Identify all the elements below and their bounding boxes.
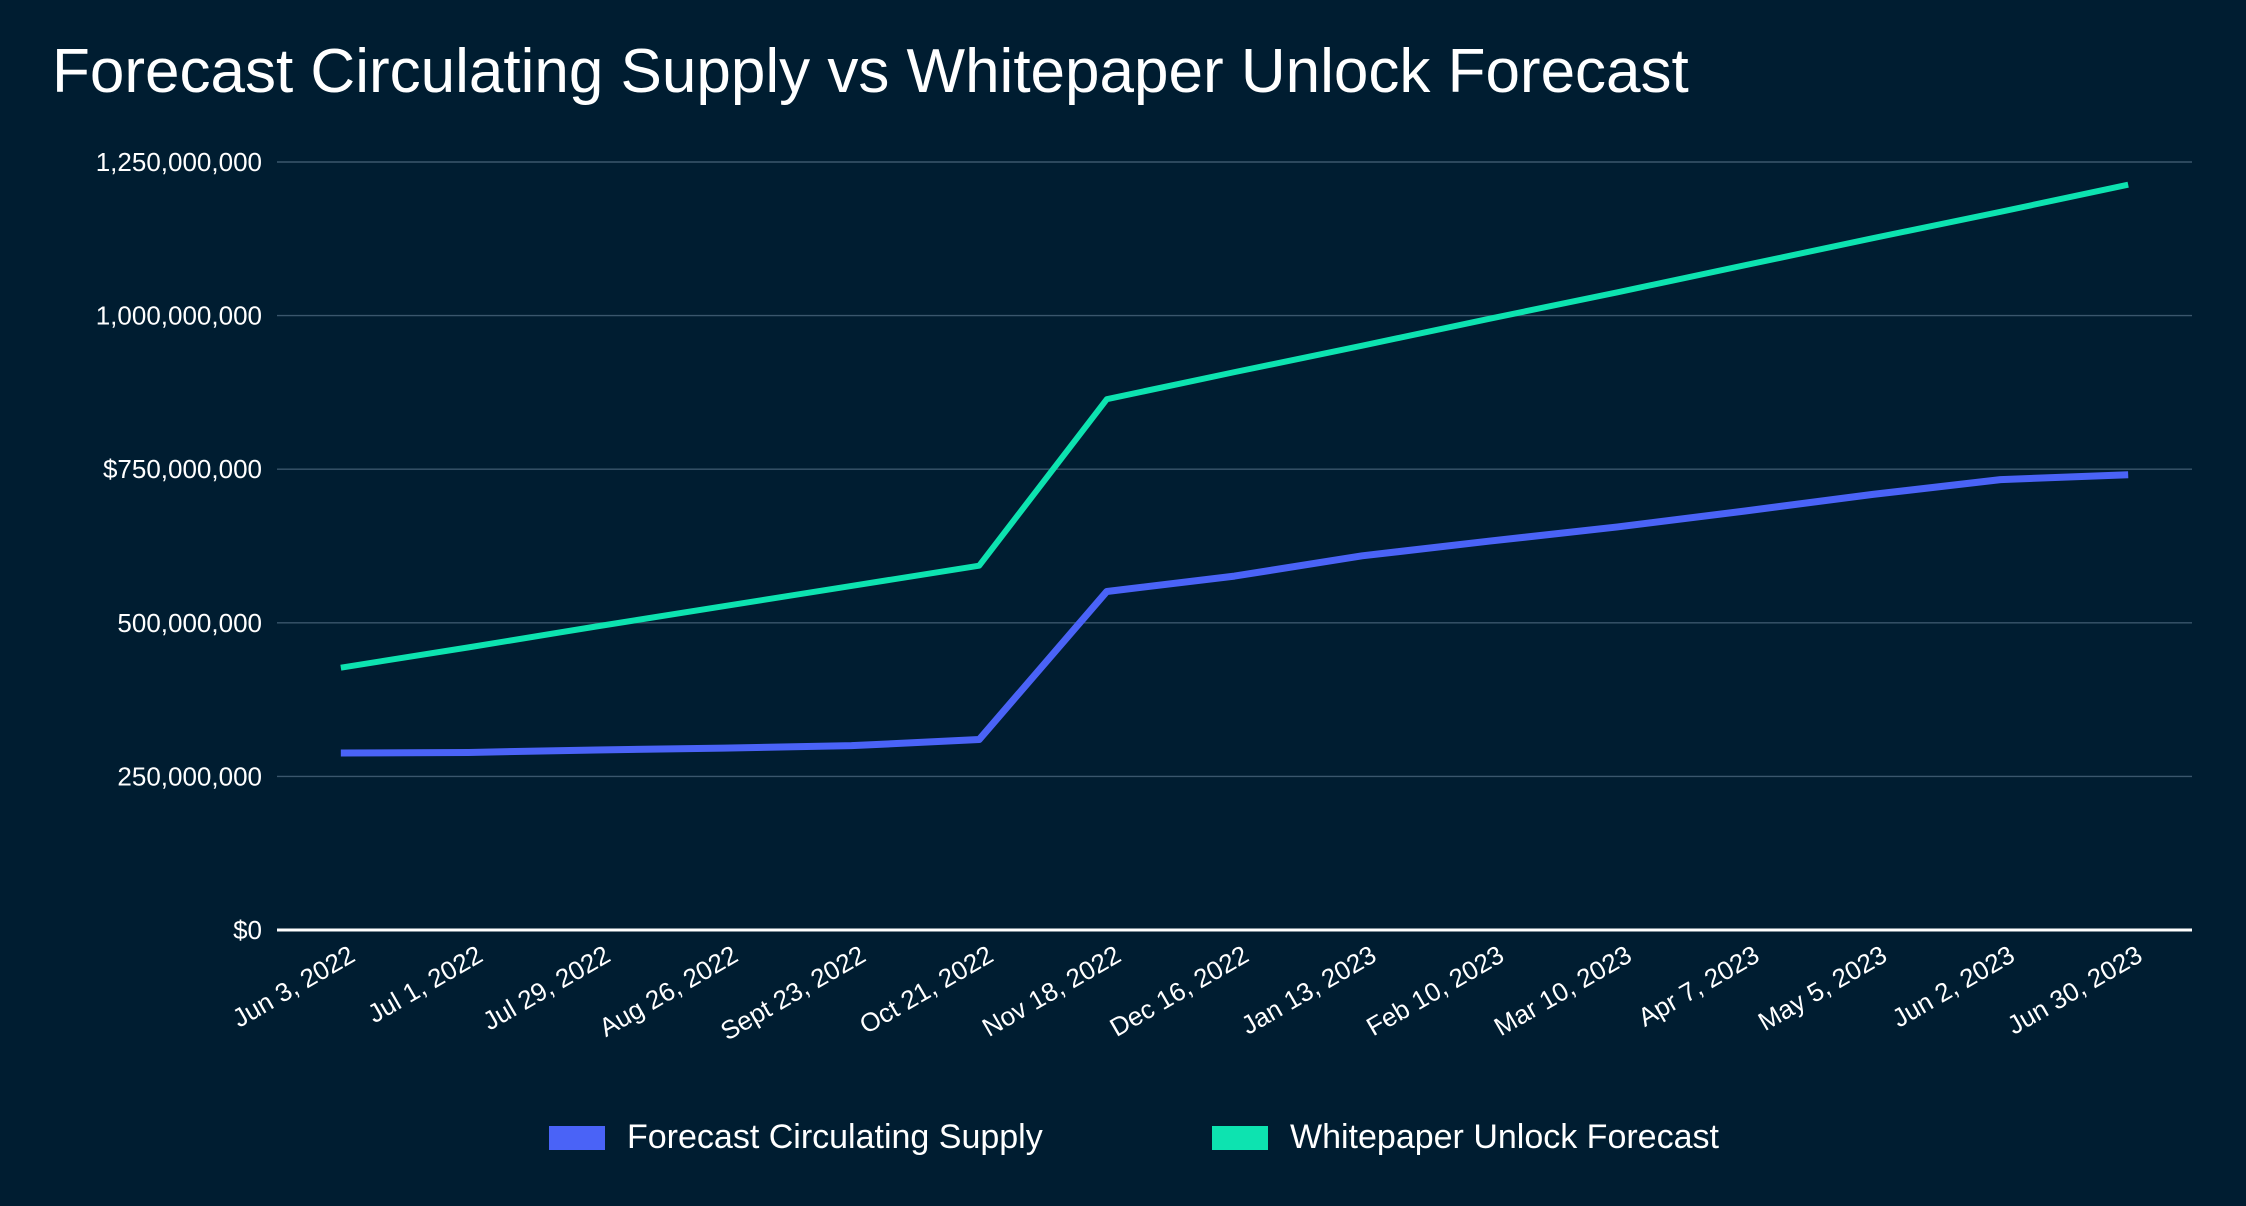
y-tick-label: 1,250,000,000	[96, 147, 262, 177]
series-line-forecast-circulating-supply	[340, 471, 2129, 757]
x-tick-label: Dec 16, 2022	[1105, 939, 1254, 1042]
x-tick-label: Jan 13, 2023	[1236, 939, 1381, 1040]
x-tick-label: Jul 1, 2022	[362, 939, 487, 1029]
y-tick-label: 1,000,000,000	[96, 301, 262, 331]
x-tick-label: Jun 3, 2022	[227, 939, 360, 1033]
y-tick-label: 500,000,000	[117, 608, 262, 638]
series-line-whitepaper-unlock-forecast	[340, 181, 2129, 671]
legend-label: Whitepaper Unlock Forecast	[1290, 1118, 1719, 1156]
line-chart: $0 250,000,000 500,000,000 $750,000,000 1,00…	[96, 147, 2192, 1046]
legend-item-whitepaper-unlock-forecast: Whitepaper Unlock Forecast	[1212, 1118, 1719, 1157]
x-tick-label: Jun 30, 2023	[2002, 939, 2147, 1040]
y-tick-label: $0	[233, 915, 262, 945]
chart-title: Forecast Circulating Supply vs Whitepape…	[52, 37, 1689, 106]
x-tick-label: Nov 18, 2022	[977, 939, 1126, 1042]
legend-label: Forecast Circulating Supply	[627, 1118, 1043, 1156]
x-tick-label: Oct 21, 2022	[854, 939, 998, 1039]
x-tick-label: Sept 23, 2022	[715, 939, 870, 1046]
legend-swatch-green	[1212, 1125, 1268, 1150]
x-tick-label: Jun 2, 2023	[1887, 939, 2020, 1033]
x-tick-label: May 5, 2023	[1753, 939, 1892, 1037]
x-tick-label: Apr 7, 2023	[1633, 939, 1764, 1032]
y-tick-label: $750,000,000	[103, 454, 262, 484]
legend-item-forecast-circulating-supply: Forecast Circulating Supply	[549, 1118, 1043, 1157]
x-tick-label: Feb 10, 2023	[1361, 939, 1509, 1042]
legend-swatch-blue	[549, 1125, 605, 1150]
x-tick-label: Mar 10, 2023	[1489, 939, 1637, 1042]
x-tick-label: Jul 29, 2022	[477, 939, 615, 1036]
y-tick-label: 250,000,000	[117, 761, 262, 791]
